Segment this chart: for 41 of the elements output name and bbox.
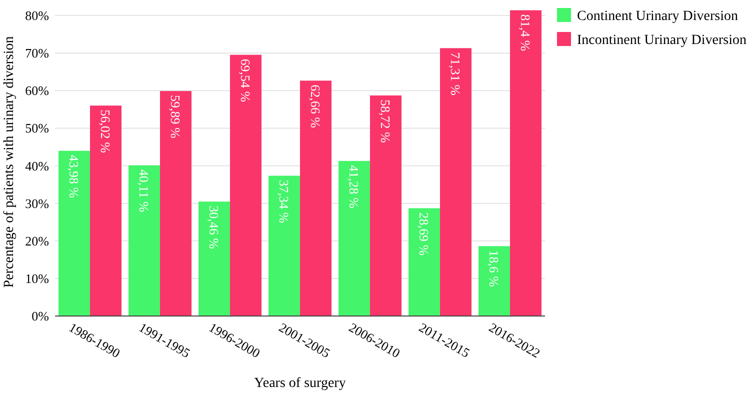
bar bbox=[58, 150, 90, 316]
bar bbox=[370, 95, 402, 316]
data-label: 69,54 % bbox=[238, 58, 253, 102]
y-tick-label: 40% bbox=[25, 158, 50, 174]
bar bbox=[300, 80, 332, 316]
data-label: 37,34 % bbox=[276, 180, 292, 224]
data-label: 59,89 % bbox=[168, 95, 183, 139]
data-label: 30,46 % bbox=[206, 206, 222, 250]
bar bbox=[90, 106, 122, 316]
y-tick-label: 70% bbox=[25, 46, 50, 61]
data-label: 56,02 % bbox=[98, 110, 113, 154]
y-tick-label: 80% bbox=[25, 8, 50, 24]
y-axis-title: Percentage of patients with urinary diversion bbox=[2, 36, 17, 288]
data-label: 18,6 % bbox=[486, 250, 502, 288]
bar bbox=[478, 246, 510, 316]
data-label: 62,66 % bbox=[308, 84, 323, 128]
y-tick-label: 10% bbox=[25, 270, 50, 286]
bar bbox=[408, 208, 440, 316]
bar bbox=[128, 165, 160, 316]
y-tick-label: 0% bbox=[32, 308, 50, 324]
data-label: 41,28 % bbox=[346, 164, 362, 208]
data-label: 43,98 % bbox=[66, 154, 82, 198]
data-label: 71,31 % bbox=[448, 52, 463, 96]
bar bbox=[338, 160, 370, 316]
legend-label: Incontinent Urinary Diversion bbox=[577, 32, 747, 48]
bar bbox=[510, 10, 542, 316]
y-tick-label: 50% bbox=[25, 120, 50, 136]
x-axis-title: Years of surgery bbox=[254, 376, 346, 391]
bar bbox=[268, 176, 300, 316]
data-label: 28,69 % bbox=[416, 212, 432, 256]
bar bbox=[160, 91, 192, 316]
data-label: 58,72 % bbox=[378, 99, 393, 143]
data-label: 81,4 % bbox=[518, 14, 533, 52]
y-tick-label: 20% bbox=[25, 233, 50, 248]
data-label: 40,11 % bbox=[136, 169, 152, 212]
bar bbox=[198, 202, 230, 316]
bar bbox=[440, 48, 472, 316]
y-tick-label: 60% bbox=[25, 83, 50, 98]
y-tick-label: 30% bbox=[25, 196, 50, 211]
bar bbox=[230, 54, 262, 316]
legend-label: Continent Urinary Diversion bbox=[577, 8, 738, 24]
